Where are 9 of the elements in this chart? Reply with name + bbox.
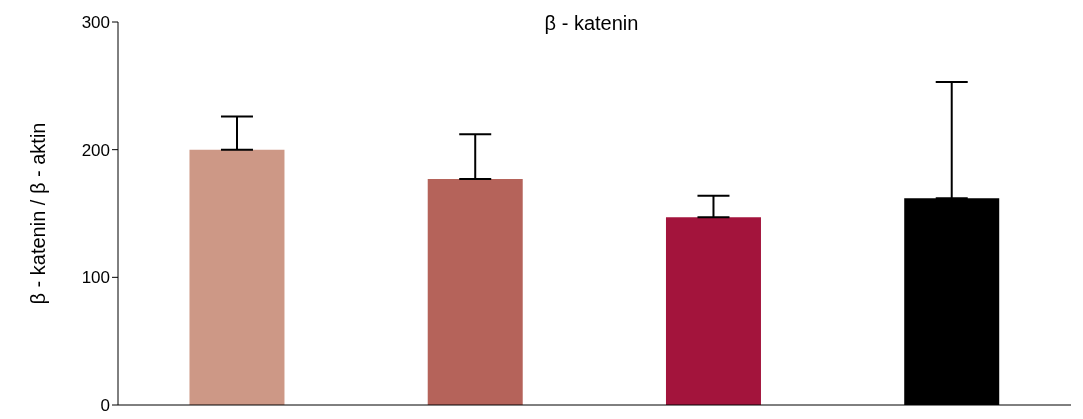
y-tick-label: 0 — [100, 396, 110, 416]
y-tick-label: 100 — [81, 268, 110, 288]
bar — [665, 217, 761, 405]
y-axis-title: β - katenin / β - aktin — [27, 122, 50, 305]
y-tick-label: 200 — [81, 140, 110, 160]
y-tick-label: 300 — [81, 13, 110, 33]
bar — [189, 149, 285, 405]
chart-title: β - katenin — [544, 12, 639, 34]
bar — [427, 179, 523, 405]
